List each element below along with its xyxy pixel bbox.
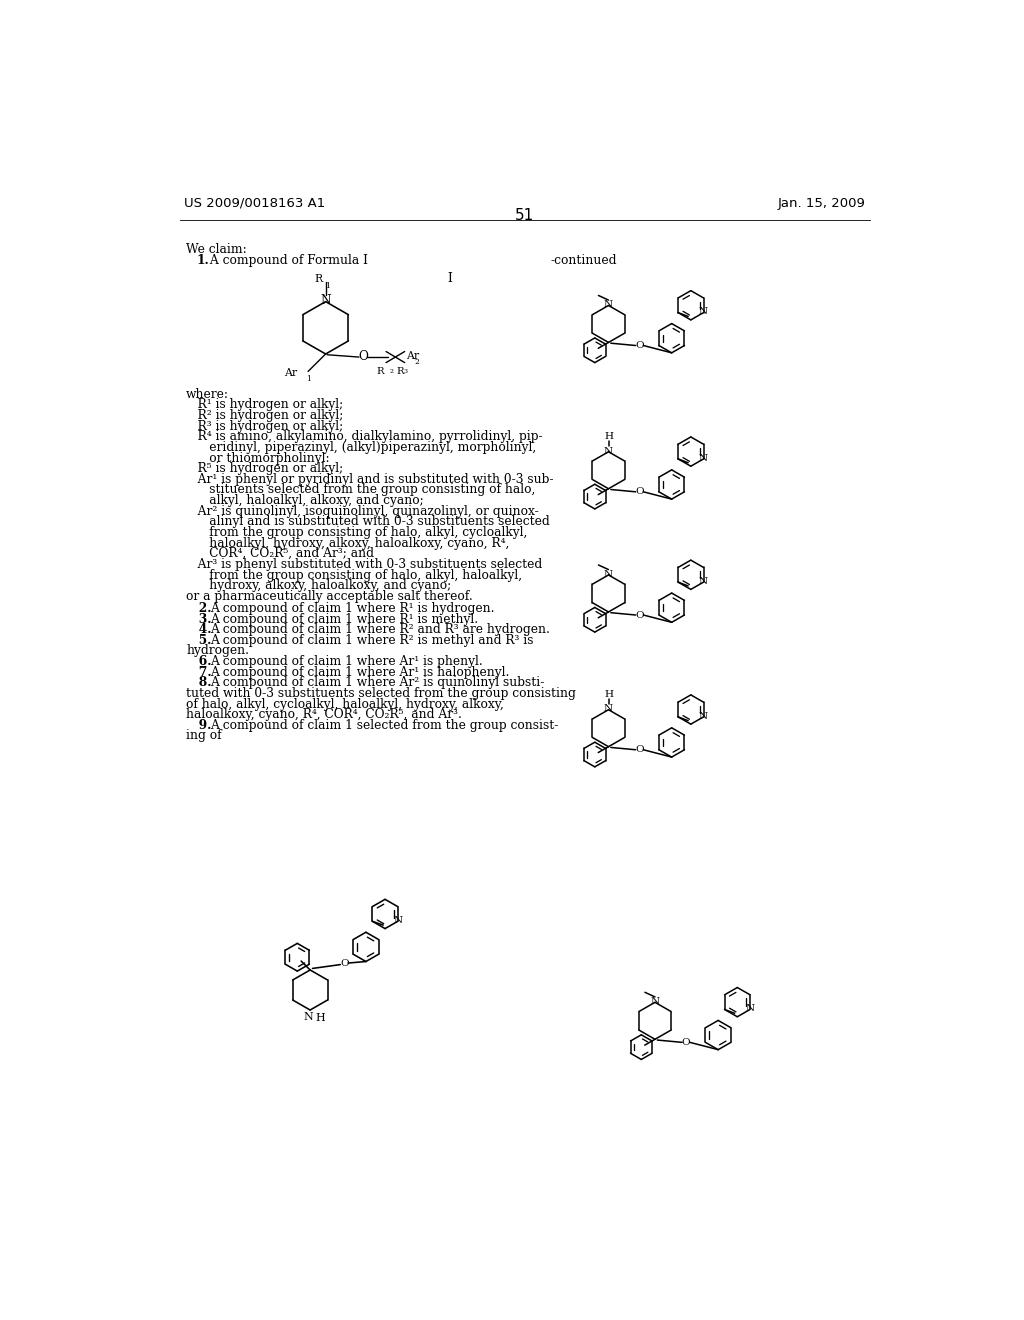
Text: 5.: 5.	[186, 634, 216, 647]
Text: We claim:: We claim:	[186, 243, 247, 256]
Text: N: N	[650, 997, 659, 1006]
Text: 4.: 4.	[186, 623, 216, 636]
Text: N: N	[699, 577, 709, 586]
Text: A compound of claim 1 where R² is methyl and R³ is: A compound of claim 1 where R² is methyl…	[210, 634, 534, 647]
Text: A compound of claim 1 selected from the group consist-: A compound of claim 1 selected from the …	[210, 719, 558, 731]
Text: hydrogen.: hydrogen.	[186, 644, 249, 657]
Text: 7.: 7.	[186, 665, 216, 678]
Text: O: O	[635, 341, 644, 350]
Text: of halo, alkyl, cycloalkyl, haloalkyl, hydroxy, alkoxy,: of halo, alkyl, cycloalkyl, haloalkyl, h…	[186, 697, 504, 710]
Text: Ar² is quinolinyl, isoquinolinyl, quinazolinyl, or quinox-: Ar² is quinolinyl, isoquinolinyl, quinaz…	[186, 504, 539, 517]
Text: R¹ is hydrogen or alkyl;: R¹ is hydrogen or alkyl;	[186, 399, 343, 412]
Text: A compound of claim 1 where Ar¹ is halophenyl.: A compound of claim 1 where Ar¹ is halop…	[210, 665, 510, 678]
Text: 3.: 3.	[186, 612, 216, 626]
Text: from the group consisting of halo, alkyl, cycloalkyl,: from the group consisting of halo, alkyl…	[186, 525, 527, 539]
Text: 1: 1	[306, 375, 311, 383]
Text: -continued: -continued	[550, 253, 616, 267]
Text: Ar¹ is phenyl or pyridinyl and is substituted with 0-3 sub-: Ar¹ is phenyl or pyridinyl and is substi…	[186, 473, 554, 486]
Text: H: H	[604, 432, 613, 441]
Text: or thiomorpholinyl:: or thiomorpholinyl:	[186, 451, 330, 465]
Text: A compound of claim 1 where Ar¹ is phenyl.: A compound of claim 1 where Ar¹ is pheny…	[210, 655, 483, 668]
Text: haloalkyl, hydroxy, alkoxy, haloalkoxy, cyano, R⁴,: haloalkyl, hydroxy, alkoxy, haloalkoxy, …	[186, 537, 510, 549]
Text: R² is hydrogen or alkyl;: R² is hydrogen or alkyl;	[186, 409, 343, 422]
Text: alinyl and is substituted with 0-3 substituents selected: alinyl and is substituted with 0-3 subst…	[186, 515, 550, 528]
Text: alkyl, haloalkyl, alkoxy, and cyano;: alkyl, haloalkyl, alkoxy, and cyano;	[186, 494, 424, 507]
Text: where:: where:	[186, 388, 229, 401]
Text: 1: 1	[325, 281, 330, 289]
Text: A compound of claim 1 where R¹ is methyl.: A compound of claim 1 where R¹ is methyl…	[210, 612, 478, 626]
Text: from the group consisting of halo, alkyl, haloalkyl,: from the group consisting of halo, alkyl…	[186, 569, 522, 582]
Text: N: N	[604, 570, 613, 578]
Text: 6.: 6.	[186, 655, 216, 668]
Text: 2: 2	[415, 358, 420, 366]
Text: 8.: 8.	[186, 676, 216, 689]
Text: ing of: ing of	[186, 730, 222, 742]
Text: A compound of claim 1 where Ar² is quinolinyl substi-: A compound of claim 1 where Ar² is quino…	[210, 676, 545, 689]
Text: N: N	[604, 446, 613, 455]
Text: H: H	[315, 1014, 326, 1023]
Text: N: N	[604, 300, 613, 309]
Text: 1.: 1.	[197, 253, 210, 267]
Text: O: O	[357, 350, 368, 363]
Text: R³ is hydrogen or alkyl;: R³ is hydrogen or alkyl;	[186, 420, 343, 433]
Text: A compound of claim 1 where R² and R³ are hydrogen.: A compound of claim 1 where R² and R³ ar…	[210, 623, 550, 636]
Text: O: O	[635, 487, 644, 496]
Text: R: R	[314, 275, 323, 284]
Text: R: R	[377, 367, 385, 376]
Text: haloalkoxy, cyano, R⁴, COR⁴, CO₂R⁵, and Ar³.: haloalkoxy, cyano, R⁴, COR⁴, CO₂R⁵, and …	[186, 708, 462, 721]
Text: O: O	[635, 611, 644, 619]
Text: N: N	[699, 454, 709, 462]
Text: 3: 3	[403, 368, 408, 374]
Text: O: O	[635, 746, 644, 754]
Text: O: O	[340, 960, 348, 969]
Text: Ar: Ar	[284, 368, 297, 378]
Text: N: N	[745, 1005, 755, 1014]
Text: US 2009/0018163 A1: US 2009/0018163 A1	[183, 197, 325, 210]
Text: 9.: 9.	[186, 719, 216, 731]
Text: stituents selected from the group consisting of halo,: stituents selected from the group consis…	[186, 483, 536, 496]
Text: 51: 51	[515, 209, 535, 223]
Text: N: N	[699, 711, 709, 721]
Text: hydroxy, alkoxy, haloalkoxy, and cyano;: hydroxy, alkoxy, haloalkoxy, and cyano;	[186, 579, 452, 593]
Text: N: N	[604, 705, 613, 713]
Text: Jan. 15, 2009: Jan. 15, 2009	[778, 197, 866, 210]
Text: eridinyl, piperazinyl, (alkyl)piperazinyl, morpholinyl,: eridinyl, piperazinyl, (alkyl)piperaziny…	[186, 441, 537, 454]
Text: COR⁴, CO₂R⁵, and Ar³; and: COR⁴, CO₂R⁵, and Ar³; and	[186, 548, 374, 560]
Text: 2: 2	[389, 368, 393, 374]
Text: Ar: Ar	[407, 351, 420, 360]
Text: R: R	[397, 367, 404, 376]
Text: 2.: 2.	[186, 602, 216, 615]
Text: A compound of Formula I: A compound of Formula I	[206, 253, 369, 267]
Text: O: O	[682, 1038, 690, 1047]
Text: H: H	[604, 690, 613, 698]
Text: N: N	[321, 294, 331, 308]
Text: A compound of claim 1 where R¹ is hydrogen.: A compound of claim 1 where R¹ is hydrog…	[210, 602, 495, 615]
Text: N: N	[304, 1011, 313, 1022]
Text: Ar³ is phenyl substituted with 0-3 substituents selected: Ar³ is phenyl substituted with 0-3 subst…	[186, 558, 543, 570]
Text: R⁴ is amino, alkylamino, dialkylamino, pyrrolidinyl, pip-: R⁴ is amino, alkylamino, dialkylamino, p…	[186, 430, 543, 444]
Text: I: I	[447, 272, 452, 285]
Text: R⁵ is hydrogen or alkyl;: R⁵ is hydrogen or alkyl;	[186, 462, 343, 475]
Text: tuted with 0-3 substituents selected from the group consisting: tuted with 0-3 substituents selected fro…	[186, 686, 575, 700]
Text: or a pharmaceutically acceptable salt thereof.: or a pharmaceutically acceptable salt th…	[186, 590, 473, 603]
Text: N: N	[393, 916, 402, 925]
Text: N: N	[699, 308, 709, 317]
